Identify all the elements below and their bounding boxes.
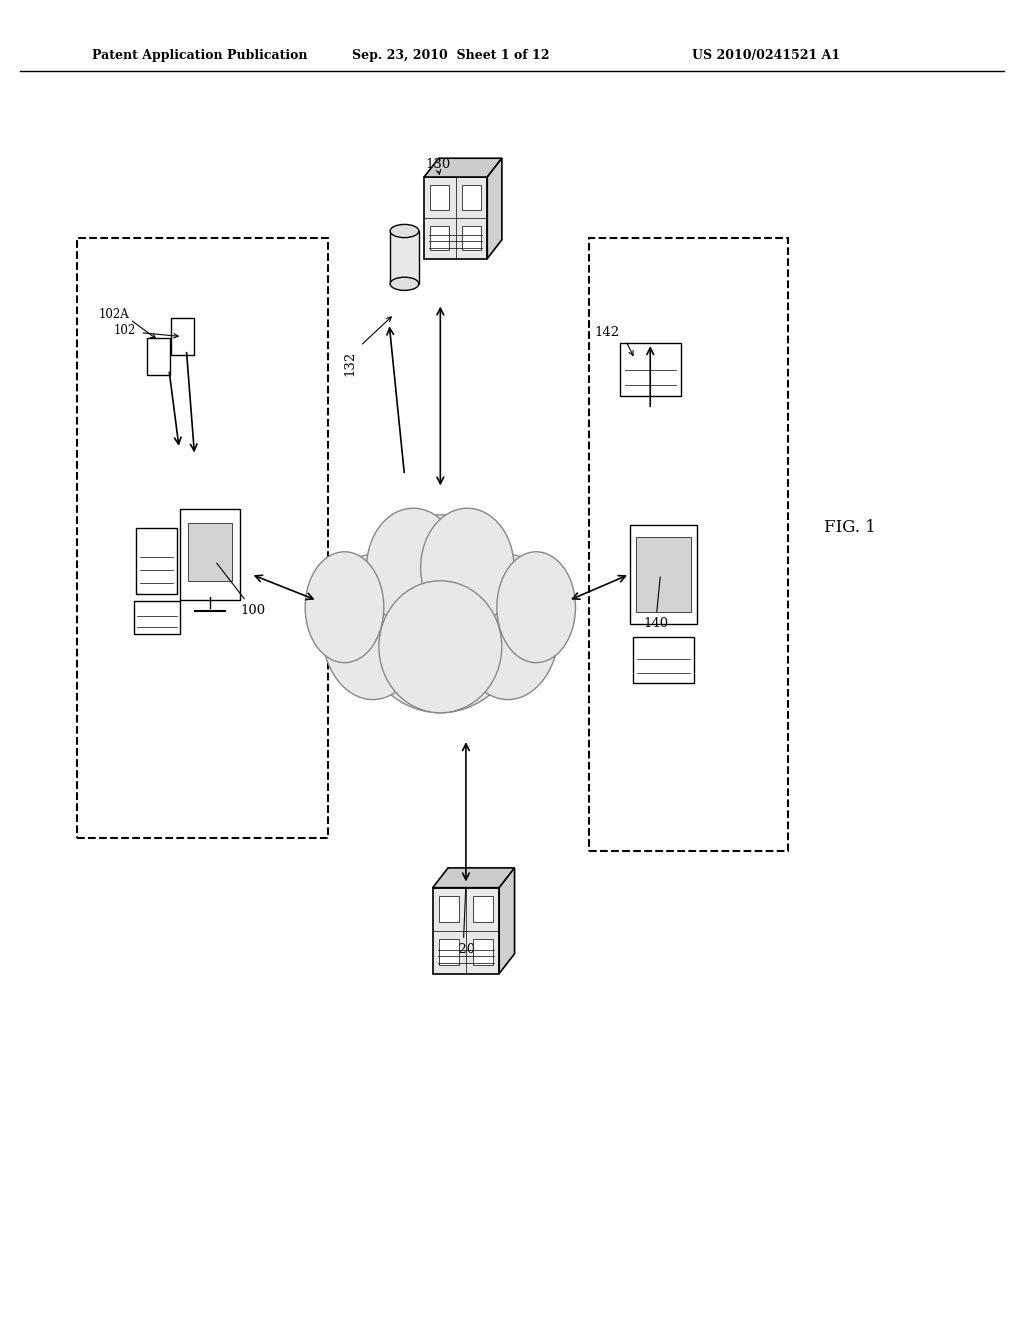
Bar xyxy=(462,185,481,210)
Polygon shape xyxy=(432,869,514,888)
Ellipse shape xyxy=(390,277,419,290)
Text: 102: 102 xyxy=(114,323,136,337)
Bar xyxy=(472,896,493,923)
Ellipse shape xyxy=(457,554,559,700)
Bar xyxy=(472,940,493,965)
Text: 140: 140 xyxy=(643,577,669,630)
Text: FIG. 1: FIG. 1 xyxy=(824,520,876,536)
Bar xyxy=(439,940,459,965)
Bar xyxy=(424,177,487,259)
Polygon shape xyxy=(500,869,514,974)
Bar xyxy=(439,896,459,923)
Ellipse shape xyxy=(379,581,502,713)
Ellipse shape xyxy=(354,515,526,713)
Bar xyxy=(430,226,450,251)
Ellipse shape xyxy=(322,554,424,700)
Bar xyxy=(633,638,694,684)
Ellipse shape xyxy=(421,508,514,627)
Bar xyxy=(147,338,170,375)
FancyBboxPatch shape xyxy=(180,508,240,599)
Bar xyxy=(620,343,681,396)
Text: Sep. 23, 2010  Sheet 1 of 12: Sep. 23, 2010 Sheet 1 of 12 xyxy=(352,49,549,62)
Bar xyxy=(77,238,328,838)
Bar xyxy=(637,537,691,612)
Text: US 2010/0241521 A1: US 2010/0241521 A1 xyxy=(691,49,840,62)
Polygon shape xyxy=(424,158,502,177)
Bar xyxy=(171,318,194,355)
Ellipse shape xyxy=(367,508,460,627)
Text: 132: 132 xyxy=(343,350,356,376)
Bar xyxy=(631,525,697,624)
Bar xyxy=(432,888,500,974)
Bar xyxy=(430,185,450,210)
Text: 142: 142 xyxy=(594,326,620,339)
Text: 120: 120 xyxy=(451,887,476,956)
Bar xyxy=(462,226,481,251)
Text: 130: 130 xyxy=(425,158,451,172)
Bar xyxy=(135,528,176,594)
Bar xyxy=(188,523,231,581)
Text: 102A: 102A xyxy=(98,308,129,321)
Text: 100: 100 xyxy=(217,564,266,616)
Ellipse shape xyxy=(497,552,575,663)
Ellipse shape xyxy=(305,552,384,663)
Polygon shape xyxy=(487,158,502,259)
Bar xyxy=(390,231,419,284)
Bar xyxy=(589,238,788,851)
Text: Patent Application Publication: Patent Application Publication xyxy=(92,49,307,62)
Bar xyxy=(133,601,180,634)
Ellipse shape xyxy=(390,224,419,238)
